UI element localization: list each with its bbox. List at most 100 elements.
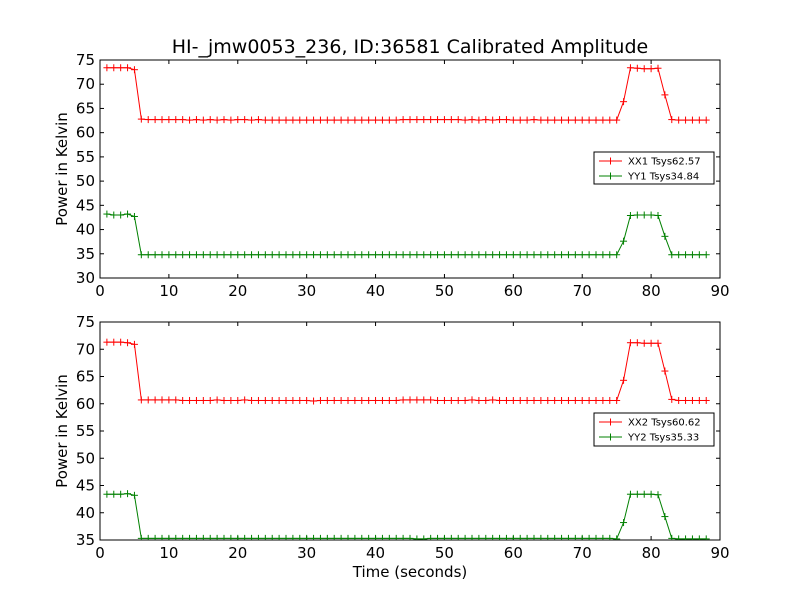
- x-tick-label: 60: [504, 544, 523, 562]
- data-point: [323, 534, 331, 540]
- data-point: [192, 251, 200, 259]
- top-subplot: HI-_jmw0053_236, ID:36581 Calibrated Amp…: [53, 36, 730, 300]
- data-point: [351, 396, 359, 404]
- data-point: [640, 490, 648, 498]
- legend-entry: XX2 Tsys60.62: [599, 418, 701, 429]
- data-point: [427, 116, 435, 124]
- data-point: [530, 534, 538, 540]
- data-point: [647, 339, 655, 347]
- data-point: [682, 251, 690, 259]
- data-point: [385, 396, 393, 404]
- data-point: [420, 251, 428, 259]
- data-point: [124, 339, 132, 347]
- data-point: [578, 251, 586, 259]
- data-point: [165, 116, 173, 124]
- chart-title: HI-_jmw0053_236, ID:36581 Calibrated Amp…: [172, 36, 648, 58]
- data-point: [647, 65, 655, 73]
- data-point: [351, 116, 359, 124]
- data-point: [137, 115, 145, 123]
- data-point: [378, 396, 386, 404]
- data-point: [675, 535, 683, 540]
- data-point: [399, 396, 407, 404]
- x-tick-label: 40: [366, 544, 385, 562]
- data-point: [213, 116, 221, 124]
- data-point: [213, 396, 221, 404]
- data-point: [282, 251, 290, 259]
- data-point: [323, 396, 331, 404]
- data-point: [613, 116, 621, 124]
- x-tick-label: 20: [228, 282, 247, 300]
- data-point: [599, 251, 607, 259]
- y-tick-label: 30: [76, 269, 95, 287]
- data-point: [496, 396, 504, 404]
- data-point: [261, 534, 269, 540]
- data-point: [516, 396, 524, 404]
- data-point: [206, 534, 214, 540]
- data-point: [330, 534, 338, 540]
- data-point: [461, 251, 469, 259]
- data-point: [427, 251, 435, 259]
- data-point: [358, 251, 366, 259]
- data-point: [199, 396, 207, 404]
- data-point: [137, 251, 145, 259]
- data-point: [268, 534, 276, 540]
- data-point: [179, 396, 187, 404]
- data-point: [186, 251, 194, 259]
- data-point: [440, 534, 448, 540]
- x-tick-label: 70: [573, 282, 592, 300]
- data-point: [585, 534, 593, 540]
- data-point: [234, 116, 242, 124]
- x-tick-label: 50: [435, 544, 454, 562]
- data-point: [461, 534, 469, 540]
- data-point: [434, 251, 442, 259]
- data-point: [675, 251, 683, 259]
- data-point: [633, 211, 641, 219]
- data-point: [323, 251, 331, 259]
- x-tick-label: 90: [710, 282, 729, 300]
- data-point: [688, 396, 696, 404]
- data-point: [385, 251, 393, 259]
- data-point: [454, 116, 462, 124]
- data-point: [482, 116, 490, 124]
- data-point: [275, 396, 283, 404]
- x-tick-label: 90: [710, 544, 729, 562]
- data-point: [427, 396, 435, 404]
- data-point: [647, 490, 655, 498]
- legend-box: [593, 412, 715, 447]
- data-point: [592, 396, 600, 404]
- data-point: [124, 490, 132, 498]
- data-point: [268, 396, 276, 404]
- data-point: [399, 116, 407, 124]
- data-point: [130, 212, 138, 220]
- data-point: [537, 251, 545, 259]
- data-point: [420, 396, 428, 404]
- x-tick-label: 50: [435, 282, 454, 300]
- data-point: [544, 396, 552, 404]
- data-point: [130, 340, 138, 348]
- data-point: [158, 534, 166, 540]
- data-point: [502, 251, 510, 259]
- data-point: [702, 116, 710, 124]
- data-point: [289, 396, 297, 404]
- y-tick-label: 60: [76, 124, 95, 142]
- data-point: [578, 396, 586, 404]
- data-point: [103, 210, 111, 218]
- data-point: [158, 251, 166, 259]
- data-point: [530, 396, 538, 404]
- data-point: [599, 116, 607, 124]
- data-point: [399, 534, 407, 540]
- data-point: [640, 339, 648, 347]
- series-1: [103, 210, 710, 259]
- x-tick-label: 30: [297, 544, 316, 562]
- data-point: [702, 396, 710, 404]
- y-tick-label: 40: [76, 221, 95, 239]
- data-point: [702, 251, 710, 259]
- data-point: [220, 116, 228, 124]
- data-point: [468, 534, 476, 540]
- legend-label: XX2 Tsys60.62: [628, 418, 701, 429]
- data-point: [454, 396, 462, 404]
- data-point: [158, 396, 166, 404]
- data-point: [186, 116, 194, 124]
- data-point: [206, 116, 214, 124]
- data-point: [475, 251, 483, 259]
